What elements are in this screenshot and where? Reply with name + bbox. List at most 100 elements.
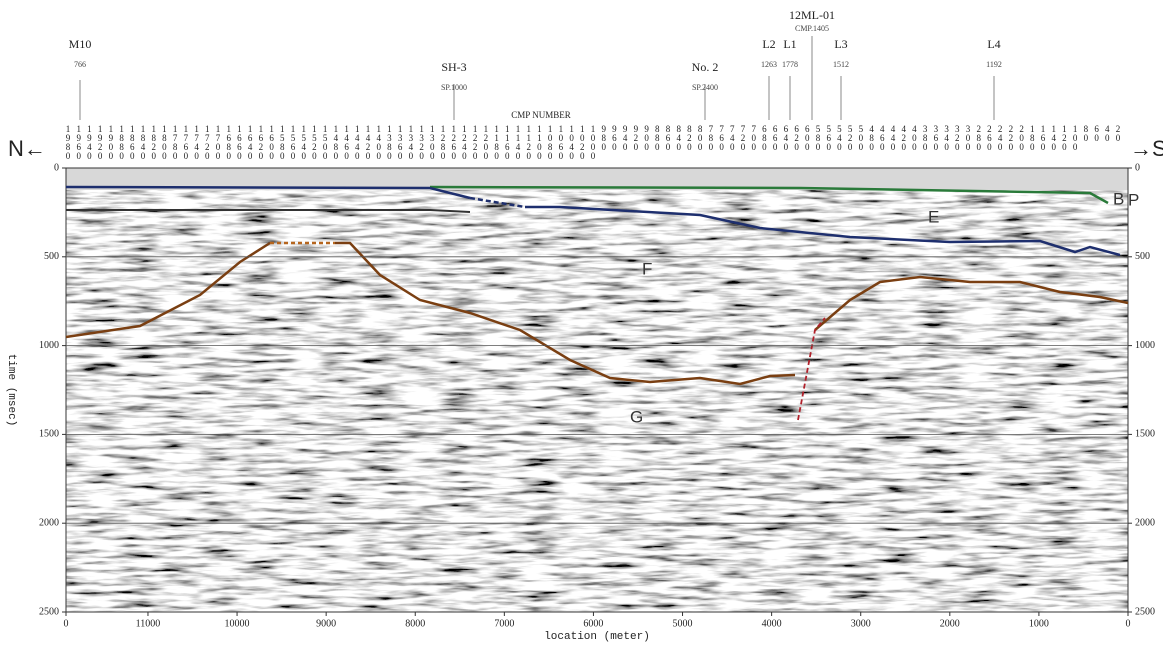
well-sub: 766 (74, 60, 86, 69)
cmp-number: 1200 (481, 124, 491, 160)
cmp-number: 1880 (117, 124, 127, 160)
cmp-number: 1960 (74, 124, 84, 160)
cmp-number: 180 (1027, 124, 1037, 151)
horizon-label: E (928, 207, 939, 226)
cmp-number: 1160 (502, 124, 512, 160)
cmp-number: 1800 (159, 124, 169, 160)
direction-label: N← (8, 136, 46, 161)
cmp-number: 240 (995, 124, 1005, 151)
cmp-number: 700 (749, 124, 759, 151)
cmp-number: 140 (1049, 124, 1059, 151)
well-sub: 1512 (833, 60, 849, 69)
x-tick-label: 0 (64, 618, 69, 629)
cmp-number: 220 (1006, 124, 1016, 151)
x-tick-label: 5000 (673, 618, 693, 629)
cmp-number: 1760 (181, 124, 191, 160)
horizon-label: F (642, 259, 652, 278)
cmp-number: 1820 (149, 124, 159, 160)
cmp-number: 760 (717, 124, 727, 151)
cmp-number: 1240 (459, 124, 469, 160)
cmp-number: 340 (942, 124, 952, 151)
horizon-label: P (1128, 190, 1139, 209)
seismic-texture (66, 168, 1128, 612)
cmp-number: 40 (1102, 124, 1112, 142)
cmp-number: 1100 (534, 124, 544, 160)
cmp-number: 1440 (352, 124, 362, 160)
well-name: No. 2 (692, 60, 719, 74)
cmp-number: 1180 (492, 124, 502, 160)
cmp-number: 1900 (106, 124, 116, 160)
cmp-number: 600 (802, 124, 812, 151)
cmp-number: 580 (813, 124, 823, 151)
cmp-number: 320 (952, 124, 962, 151)
cmp-number: 740 (727, 124, 737, 151)
horizon-e-dashed (469, 196, 526, 209)
cmp-number: 1520 (309, 124, 319, 160)
fault (797, 317, 826, 421)
cmp-number: 1600 (267, 124, 277, 160)
horizon-label: B (1113, 189, 1124, 208)
cmp-number: 1580 (277, 124, 287, 160)
y-tick-label: 2000 (39, 517, 59, 528)
y-tick-label: 0 (54, 162, 59, 173)
cmp-number: 620 (792, 124, 802, 151)
x-tick-label: 6000 (583, 618, 603, 629)
well-markers (79, 36, 995, 120)
well-sub: 1778 (782, 60, 798, 69)
horizon-label: G (630, 407, 643, 426)
well-sub: 1263 (761, 60, 777, 69)
horizon-g (65, 241, 1129, 386)
well-sub: CMP.1405 (795, 24, 829, 33)
y-tick-label: 500 (1135, 251, 1150, 262)
cmp-number: 720 (738, 124, 748, 151)
cmp-number: 160 (1038, 124, 1048, 151)
cmp-number: 1560 (288, 124, 298, 160)
cmp-number: 1380 (384, 124, 394, 160)
cmp-number: 1460 (342, 124, 352, 160)
cmp-number: 920 (631, 124, 641, 151)
cmp-number: 480 (867, 124, 877, 151)
well-sub: SP.2400 (692, 83, 718, 92)
y-tick-label: 1500 (1135, 429, 1155, 440)
cmp-number: 1700 (213, 124, 223, 160)
cmp-number: 560 (824, 124, 834, 151)
y-axis-label: time (msec) (5, 354, 17, 427)
horizon-b (429, 185, 1109, 205)
x-tick-label: 11000 (136, 618, 161, 629)
cmp-number: 380 (920, 124, 930, 151)
cmp-number: 800 (695, 124, 705, 151)
frame (65, 167, 1129, 613)
horizon-e (65, 185, 1121, 257)
cmp-number: 1640 (245, 124, 255, 160)
x-tick-label: 9000 (316, 618, 336, 629)
cmp-number: 1980 (63, 124, 73, 160)
x-tick-label: 0 (1126, 618, 1131, 629)
well-sub: 1192 (986, 60, 1002, 69)
cmp-number: 1120 (524, 124, 534, 160)
cmp-number: 1280 (438, 124, 448, 160)
cmp-number: 900 (642, 124, 652, 151)
cmp-number: 980 (599, 124, 609, 151)
cmp-number: 1720 (202, 124, 212, 160)
cmp-number: 1620 (256, 124, 266, 160)
well-name: L2 (762, 37, 775, 51)
cmp-number: 1400 (374, 124, 384, 160)
cmp-number: 1920 (95, 124, 105, 160)
cmp-number: 1000 (588, 124, 598, 160)
cmp-number: 1260 (449, 124, 459, 160)
cmp-number: 1860 (127, 124, 137, 160)
cmp-number: 660 (770, 124, 780, 151)
well-name: L4 (987, 37, 1000, 51)
cmp-number: 880 (652, 124, 662, 151)
y-tick-label: 1500 (39, 429, 59, 440)
cmp-number: 1040 (567, 124, 577, 160)
cmp-number: 1320 (417, 124, 427, 160)
cmp-number: 1780 (170, 124, 180, 160)
y-tick-label: 2500 (1135, 606, 1155, 617)
cmp-number: 1080 (545, 124, 555, 160)
y-tick-label: 500 (44, 251, 59, 262)
cmp-number: 1500 (320, 124, 330, 160)
direction-label: →S (1130, 136, 1163, 161)
y-tick-label: 1000 (39, 340, 59, 351)
y-tick-label: 2000 (1135, 517, 1155, 528)
